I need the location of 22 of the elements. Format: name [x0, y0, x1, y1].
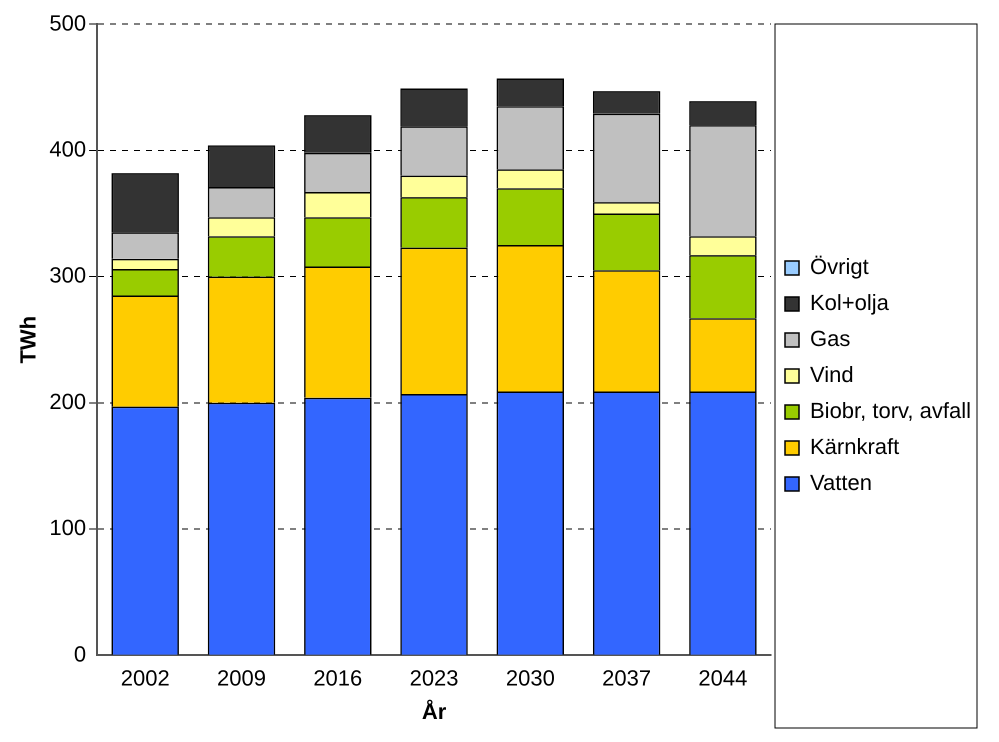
x-tick-label: 2002 [120, 665, 170, 690]
x-tick-label: 2023 [410, 665, 459, 690]
legend-label: Kol+olja [810, 290, 890, 316]
y-tick-label: 100 [49, 515, 86, 540]
legend-label: Gas [810, 326, 850, 352]
legend-label: Vatten [810, 470, 872, 496]
x-tick-label: 2016 [313, 665, 362, 690]
x-axis-title: År [422, 698, 447, 724]
y-tick-label: 300 [49, 262, 86, 288]
y-tick-label: 0 [74, 641, 86, 666]
legend-label: Kärnkraft [810, 434, 900, 460]
legend-label: Biobr, torv, avfall [810, 398, 972, 424]
x-tick-label: 2009 [217, 665, 266, 690]
x-tick-label: 2037 [602, 665, 652, 690]
y-tick-label: 200 [49, 388, 86, 414]
legend-label: Vind [810, 362, 854, 388]
y-tick-label: 400 [49, 136, 86, 162]
legend-label: Övrigt [810, 254, 869, 280]
y-tick-label: 500 [49, 10, 86, 36]
x-tick-label: 2044 [698, 665, 748, 690]
y-axis-title: TWh [15, 316, 40, 364]
x-tick-label: 2030 [506, 665, 555, 690]
